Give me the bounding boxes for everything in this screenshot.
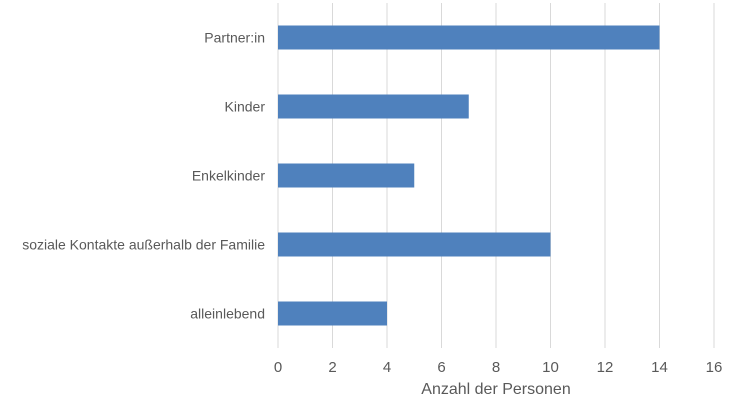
bar <box>278 94 469 119</box>
x-tick-label: 4 <box>383 359 391 376</box>
x-tick-label: 10 <box>542 359 559 376</box>
x-tick-label: 6 <box>437 359 445 376</box>
x-tick-label: 16 <box>706 359 723 376</box>
category-label: soziale Kontakte außerhalb der Familie <box>22 237 265 253</box>
x-tick-labels: 0 2 4 6 8 10 12 14 16 <box>274 359 723 376</box>
category-label: Partner:in <box>204 30 265 46</box>
gridlines <box>277 3 715 348</box>
x-tick-label: 2 <box>328 359 336 376</box>
category-label: Enkelkinder <box>192 168 265 184</box>
bar <box>278 25 660 50</box>
x-axis-label: Anzahl der Personen <box>421 381 570 398</box>
bar <box>278 163 415 188</box>
x-tick-label: 8 <box>492 359 500 376</box>
bar <box>278 301 387 326</box>
category-label: Kinder <box>225 99 266 115</box>
category-label: alleinlebend <box>190 306 265 322</box>
bars <box>278 25 660 326</box>
bar <box>278 232 551 257</box>
category-labels: Partner:in Kinder Enkelkinder soziale Konta… <box>22 30 265 322</box>
x-tick-label: 0 <box>274 359 282 376</box>
x-tick-label: 12 <box>597 359 614 376</box>
x-tick-label: 14 <box>651 359 668 376</box>
